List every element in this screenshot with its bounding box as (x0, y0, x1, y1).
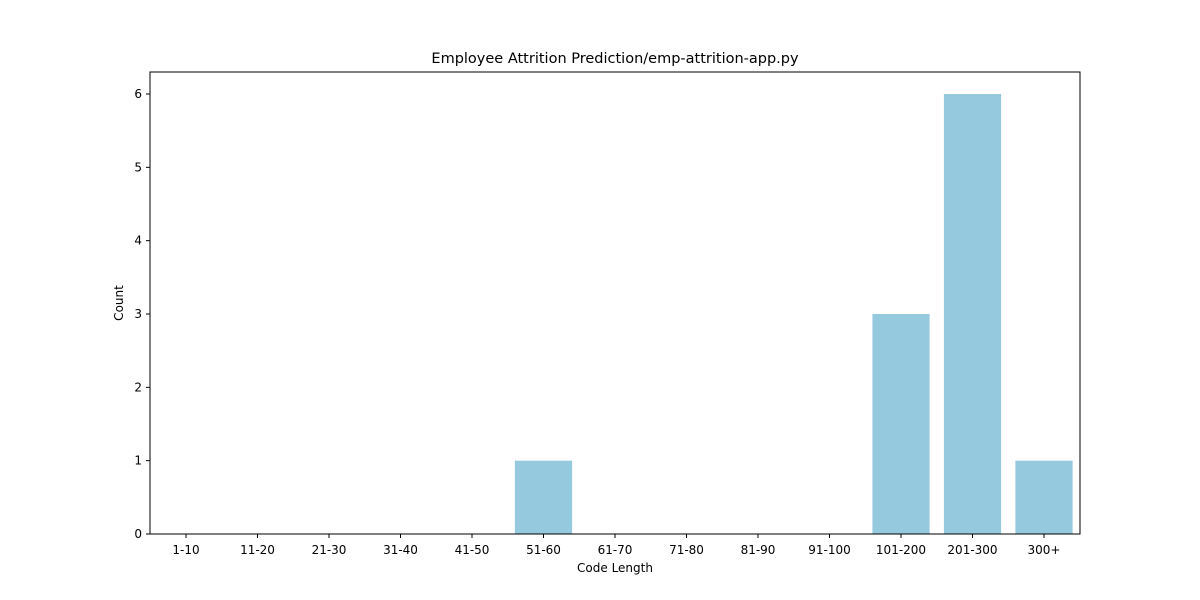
y-tick-label: 2 (134, 380, 142, 394)
x-tick-label: 81-90 (741, 543, 776, 557)
y-tick-label: 5 (134, 160, 142, 174)
x-tick-label: 11-20 (240, 543, 275, 557)
x-tick-label: 31-40 (383, 543, 418, 557)
y-tick-label: 3 (134, 307, 142, 321)
bars-layer (514, 94, 1073, 534)
bar-201-300 (943, 94, 1002, 534)
bar-101-200 (872, 314, 930, 534)
plot-frame (149, 71, 1081, 535)
y-axis: 0 1 2 3 4 5 6 (134, 87, 150, 541)
x-tick-label: 71-80 (669, 543, 704, 557)
x-tick-label: 51-60 (526, 543, 561, 557)
x-tick-label: 91-100 (808, 543, 851, 557)
y-tick-label: 4 (134, 234, 142, 248)
bar-300+ (1015, 460, 1073, 534)
x-axis-label: Code Length (577, 561, 653, 575)
x-tick-label: 1-10 (172, 543, 199, 557)
x-tick-label: 21-30 (312, 543, 347, 557)
x-tick-label: 61-70 (598, 543, 633, 557)
y-axis-label: Count (112, 285, 126, 321)
y-tick-label: 0 (134, 527, 142, 541)
chart-title: Employee Attrition Prediction/emp-attrit… (431, 51, 799, 67)
x-tick-label: 41-50 (455, 543, 490, 557)
y-tick-label: 1 (134, 454, 142, 468)
y-tick-label: 6 (134, 87, 142, 101)
x-tick-label: 201-300 (947, 543, 997, 557)
x-axis: 1-10 11-20 21-30 31-40 41-50 51-60 61-70 71-80 8… (172, 534, 1060, 557)
x-tick-label: 101-200 (876, 543, 926, 557)
x-tick-label: 300+ (1028, 543, 1061, 557)
bar-51-60 (514, 460, 573, 534)
